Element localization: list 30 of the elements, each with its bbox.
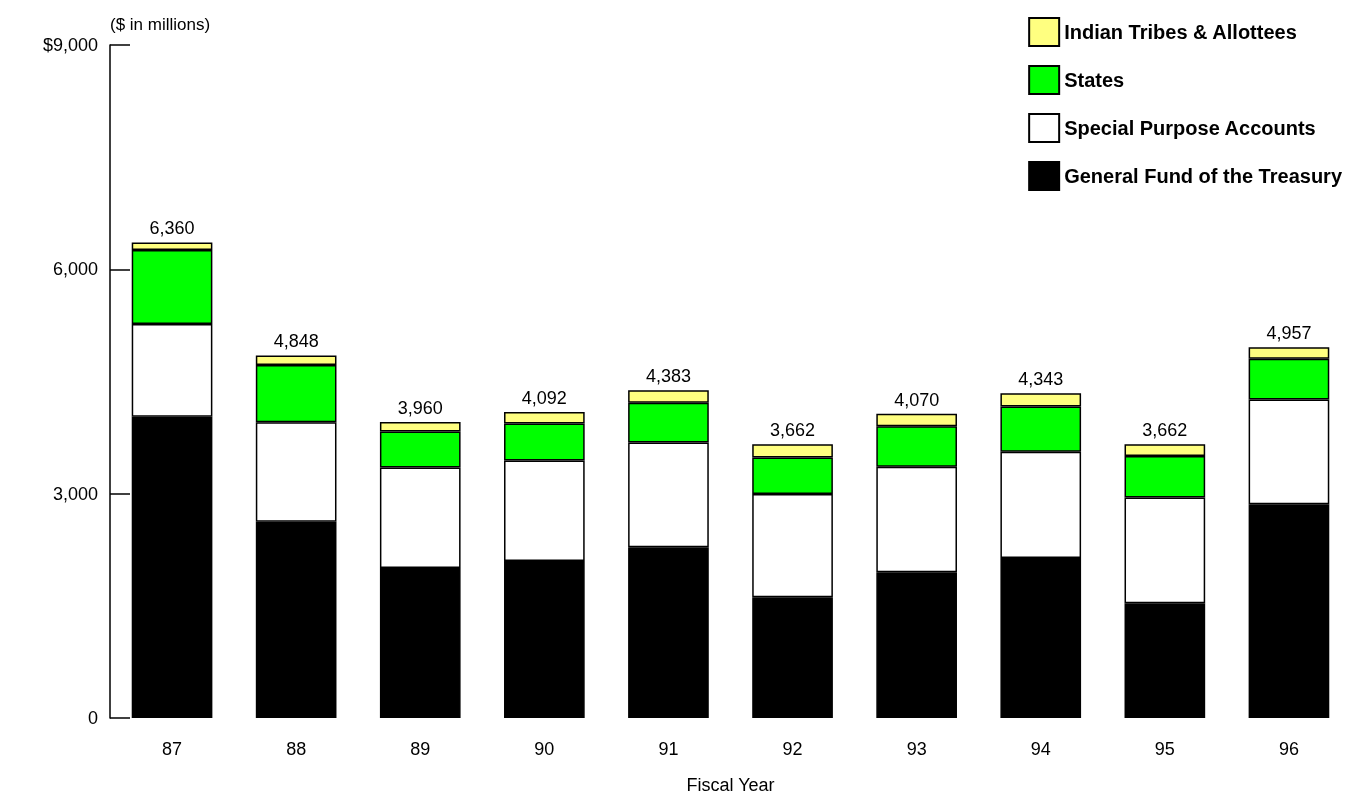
x-tick-label: 96 [1278, 739, 1299, 759]
x-tick-label: 94 [1030, 739, 1051, 759]
x-axis-title: Fiscal Year [686, 775, 775, 795]
total-label: 4,343 [1018, 369, 1064, 390]
legend-label: States [1064, 69, 1125, 91]
y-tick-label: 0 [87, 708, 98, 728]
legend-label: Special Purpose Accounts [1064, 117, 1316, 139]
y-tick-label: $9,000 [42, 35, 98, 55]
x-tick-label: 91 [658, 739, 679, 759]
total-label: 4,957 [1266, 323, 1312, 344]
total-label: 3,662 [1142, 420, 1188, 441]
total-label: 4,092 [521, 388, 567, 409]
x-tick-label: 95 [1154, 739, 1175, 759]
x-tick-label: 92 [782, 739, 803, 759]
x-tick-label: 93 [906, 739, 927, 759]
y-axis-title: ($ in millions) [110, 15, 211, 34]
x-tick-label: 90 [534, 739, 555, 759]
legend-label: General Fund of the Treasury [1064, 165, 1343, 187]
y-tick-label: 6,000 [52, 259, 98, 280]
legend-label: Indian Tribes & Allottees [1064, 21, 1297, 43]
x-tick-label: 87 [162, 739, 183, 759]
total-label: 3,662 [770, 420, 816, 441]
x-tick-label: 89 [410, 739, 431, 759]
y-tick-label: 3,000 [52, 483, 98, 504]
total-label: 4,383 [645, 366, 691, 387]
total-label: 6,360 [149, 218, 195, 239]
total-label: 4,848 [273, 331, 319, 352]
x-tick-label: 88 [286, 739, 307, 759]
total-label: 4,070 [894, 389, 940, 410]
total-label: 3,960 [397, 397, 443, 418]
